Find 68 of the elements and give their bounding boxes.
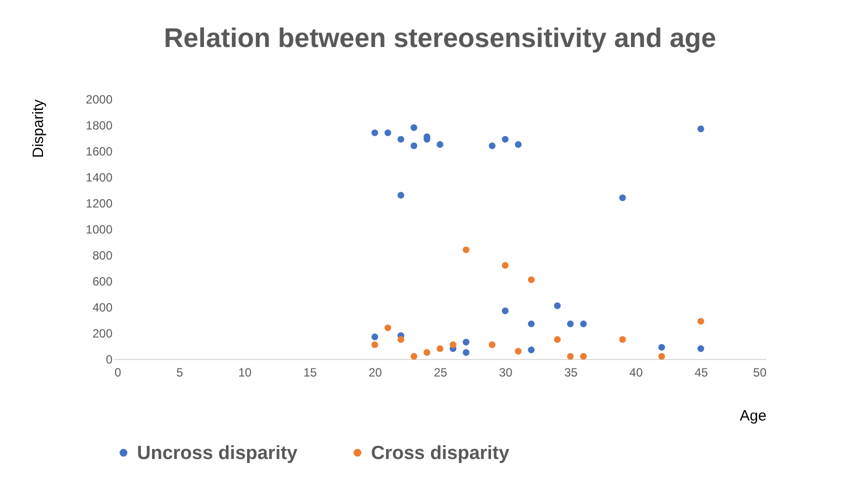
point	[514, 141, 522, 148]
y-tick-label: 600	[92, 274, 113, 288]
x-tick-label: 15	[303, 366, 318, 380]
point	[619, 194, 626, 202]
y-tick-label: 2000	[86, 92, 113, 106]
point	[514, 348, 522, 355]
point	[697, 126, 704, 132]
y-tick-label: 1800	[86, 118, 113, 132]
y-tick-label: 1600	[86, 144, 113, 158]
x-tick-label: 30	[499, 366, 513, 380]
point	[424, 349, 430, 356]
point	[528, 320, 535, 328]
point	[580, 353, 587, 360]
point	[410, 142, 418, 150]
point	[528, 276, 535, 284]
x-tick-label: 25	[434, 366, 448, 380]
point	[462, 349, 470, 356]
x-tick-label: 10	[238, 366, 252, 380]
x-axis-title: Age	[740, 408, 766, 424]
point	[658, 353, 666, 360]
point	[462, 338, 470, 346]
legend-label: Cross disparity	[371, 442, 510, 464]
point	[488, 142, 496, 150]
point	[371, 129, 378, 136]
y-tick-label: 400	[92, 300, 113, 314]
point	[371, 334, 378, 340]
point	[580, 320, 587, 328]
point	[436, 141, 444, 148]
point	[528, 346, 535, 354]
y-tick-label: 0	[106, 352, 113, 366]
point	[554, 336, 561, 343]
x-tick-label: 40	[629, 366, 644, 380]
point	[371, 341, 378, 348]
y-axis-title: Disparity	[30, 99, 47, 158]
x-tick-label: 0	[114, 366, 122, 380]
y-tick-label: 1200	[86, 196, 113, 210]
point	[488, 341, 496, 348]
point	[697, 318, 704, 325]
x-tick-label: 50	[753, 366, 767, 380]
y-tick-label: 200	[92, 326, 113, 340]
y-tick-label: 1000	[86, 222, 113, 236]
x-tick-label: 35	[564, 366, 578, 380]
point	[398, 336, 404, 343]
point	[398, 136, 404, 143]
point	[567, 353, 574, 360]
y-tick-label: 800	[92, 248, 113, 262]
x-tick-label: 20	[368, 366, 382, 380]
point	[384, 129, 392, 136]
y-tick-label: 1400	[86, 170, 113, 184]
point	[450, 341, 456, 348]
point	[658, 344, 666, 351]
point	[619, 336, 626, 343]
point	[502, 136, 509, 143]
point	[398, 192, 404, 199]
point	[384, 324, 392, 332]
point	[554, 302, 561, 310]
legend-label: Uncross disparity	[137, 442, 298, 464]
point	[436, 345, 444, 352]
point	[502, 308, 509, 314]
point	[410, 353, 418, 360]
x-tick-label: 5	[176, 366, 184, 380]
point	[502, 262, 509, 269]
chart-title: Relation between stereosensitivity and age	[164, 23, 716, 53]
point	[410, 124, 418, 131]
point	[567, 320, 574, 328]
point	[697, 345, 704, 352]
point	[462, 246, 470, 254]
x-tick-label: 45	[694, 366, 708, 380]
